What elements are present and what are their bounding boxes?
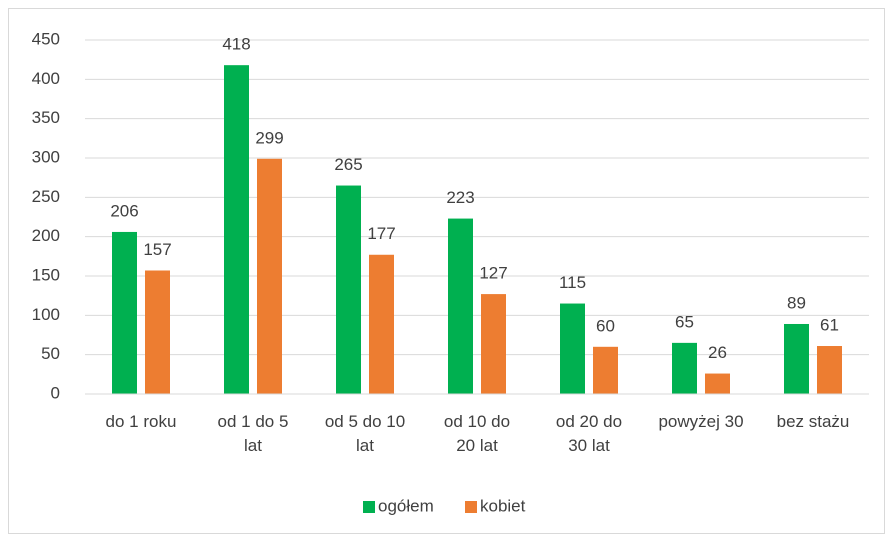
bar [369, 254, 394, 394]
x-tick-label: od 20 do 30 lat [555, 412, 623, 455]
bar [336, 185, 361, 394]
bar [448, 218, 473, 394]
x-tick-label: bez stażu [776, 412, 850, 431]
legend-label: kobiet [480, 496, 526, 515]
x-tick-label: powyżej 30 [658, 412, 744, 431]
y-tick-label: 300 [32, 147, 60, 166]
data-label: 115 [559, 273, 586, 292]
data-label: 26 [708, 343, 727, 362]
bar [145, 270, 170, 394]
legend-swatch [363, 501, 375, 513]
data-label: 418 [222, 35, 250, 54]
data-label: 177 [367, 224, 395, 243]
legend-swatch [465, 501, 477, 513]
y-tick-label: 250 [32, 187, 60, 206]
bar [817, 346, 842, 394]
bar [481, 294, 506, 394]
bar [593, 346, 618, 394]
x-tick-label: od 10 do 20 lat [443, 412, 511, 455]
y-tick-label: 50 [41, 344, 60, 363]
bar [705, 373, 730, 394]
data-label: 265 [334, 155, 362, 174]
x-tick-label: od 1 do 5 lat [217, 412, 289, 455]
y-tick-label: 400 [32, 69, 60, 88]
y-tick-label: 200 [32, 226, 60, 245]
data-label: 65 [675, 312, 694, 331]
y-tick-label: 100 [32, 305, 60, 324]
x-tick-label: do 1 roku [105, 412, 177, 431]
y-tick-label: 0 [51, 383, 60, 402]
bar [560, 303, 585, 394]
data-label: 60 [596, 316, 615, 335]
y-tick-label: 450 [32, 29, 60, 48]
bar [257, 158, 282, 394]
bar [672, 342, 697, 394]
bar [784, 323, 809, 394]
data-label: 223 [446, 188, 474, 207]
data-label: 127 [479, 264, 507, 283]
data-label: 61 [820, 315, 839, 334]
legend-label: ogółem [378, 496, 434, 515]
bar [224, 65, 249, 394]
data-label: 299 [255, 128, 283, 147]
data-label: 89 [787, 293, 806, 312]
bar [112, 231, 137, 394]
data-label: 206 [110, 201, 138, 220]
x-tick-label: od 5 do 10 lat [324, 412, 406, 455]
y-tick-label: 150 [32, 265, 60, 284]
y-tick-label: 350 [32, 108, 60, 127]
data-label: 157 [143, 240, 171, 259]
